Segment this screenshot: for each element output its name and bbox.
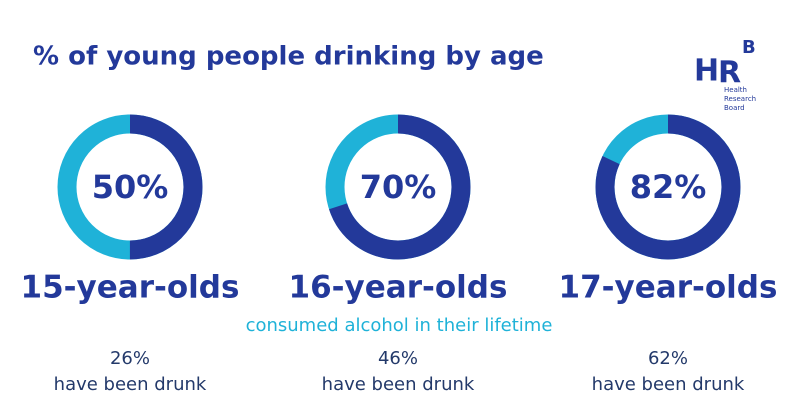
logo-letter: H <box>694 54 719 89</box>
age-label: 17-year-olds <box>559 270 778 306</box>
donut-arc <box>57 114 203 260</box>
subtitle: consumed alcohol in their lifetime <box>246 315 553 336</box>
drunk-text: have been drunk <box>322 374 475 395</box>
logo-letter: R <box>718 56 741 91</box>
logo-letter: B <box>742 37 756 58</box>
logo-name: Board <box>724 104 745 112</box>
donut-label: 70% <box>360 168 437 206</box>
donut-arc <box>595 114 741 260</box>
drunk-value: 62% <box>648 348 688 369</box>
donut-arc <box>325 114 471 260</box>
age-label: 16-year-olds <box>289 270 508 306</box>
age-label: 15-year-olds <box>21 270 240 306</box>
logo-name: Research <box>724 95 756 103</box>
donut-label: 50% <box>92 168 169 206</box>
logo-name: Health <box>724 86 747 94</box>
drunk-text: have been drunk <box>592 374 745 395</box>
drunk-value: 26% <box>110 348 150 369</box>
donut-label: 82% <box>630 168 707 206</box>
drunk-text: have been drunk <box>54 374 207 395</box>
drunk-value: 46% <box>378 348 418 369</box>
title: % of young people drinking by age <box>33 42 544 72</box>
